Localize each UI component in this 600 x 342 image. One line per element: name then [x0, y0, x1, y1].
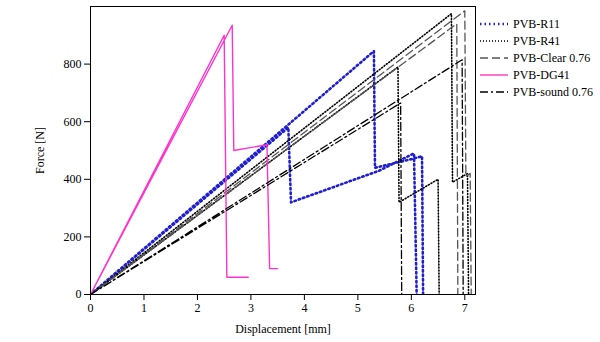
svg-text:0: 0 — [88, 301, 94, 315]
svg-text:6: 6 — [408, 301, 414, 315]
svg-text:2: 2 — [194, 301, 200, 315]
svg-text:3: 3 — [248, 301, 254, 315]
svg-text:5: 5 — [355, 301, 361, 315]
svg-text:800: 800 — [64, 57, 82, 71]
svg-text:PVB-R41: PVB-R41 — [513, 34, 560, 48]
svg-text:400: 400 — [64, 172, 82, 186]
svg-text:PVB-R11: PVB-R11 — [513, 17, 560, 31]
svg-text:Displacement [mm]: Displacement [mm] — [235, 322, 331, 336]
svg-text:PVB-Clear 0.76: PVB-Clear 0.76 — [513, 51, 590, 65]
svg-text:Force [N]: Force [N] — [33, 127, 47, 174]
svg-text:7: 7 — [462, 301, 468, 315]
svg-text:PVB-sound 0.76: PVB-sound 0.76 — [513, 85, 593, 99]
svg-text:600: 600 — [64, 115, 82, 129]
svg-text:PVB-DG41: PVB-DG41 — [513, 68, 570, 82]
svg-text:1: 1 — [141, 301, 147, 315]
svg-text:200: 200 — [64, 230, 82, 244]
svg-text:0: 0 — [76, 287, 82, 301]
svg-text:4: 4 — [301, 301, 307, 315]
